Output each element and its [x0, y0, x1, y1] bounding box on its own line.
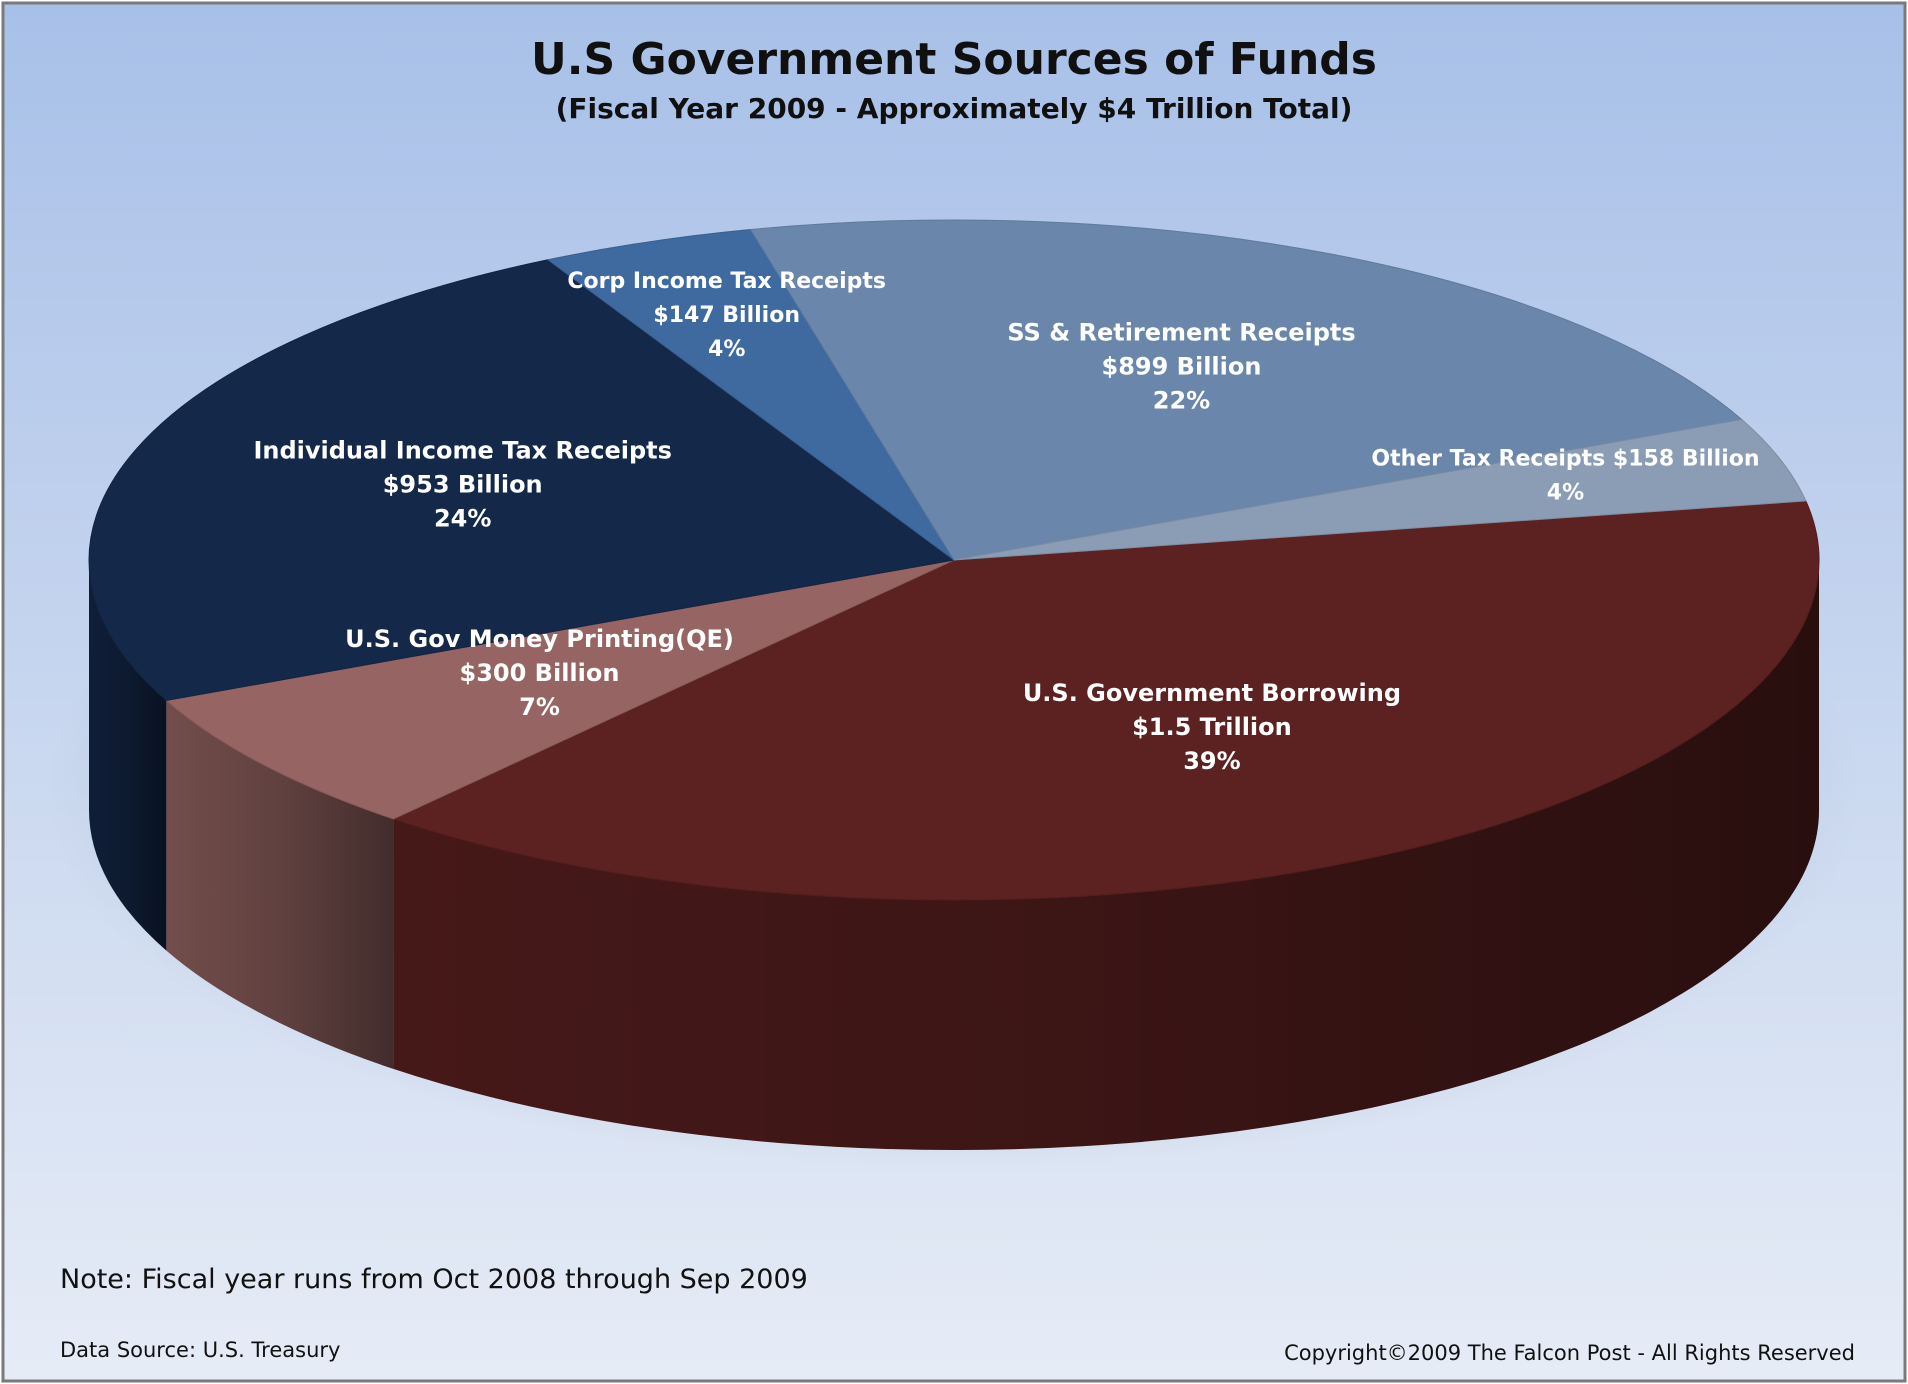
label-line-individual-income-tax-receipts-2: 24%: [434, 504, 491, 532]
label-u-s-government-borrowing: U.S. Government Borrowing $1.5 Trillion 39…: [1023, 679, 1401, 775]
label-individual-income-tax-receipts: Individual Income Tax Receipts $953 Billi…: [253, 436, 671, 532]
label-line-u-s-gov-money-printing-qe-1: $300 Billion: [460, 659, 620, 687]
label-ss-retirement-receipts: SS & Retirement Receipts $899 Billion 22%: [1007, 319, 1355, 415]
data-source: Data Source: U.S. Treasury: [60, 1338, 340, 1362]
label-line-other-tax-receipts-158-billion-1: 4%: [1547, 481, 1584, 506]
pie-slice-u-s-government-borrowing: [392, 500, 1820, 901]
label-line-corp-income-tax-receipts-0: Corp Income Tax Receipts: [567, 269, 886, 294]
label-line-u-s-government-borrowing-0: U.S. Government Borrowing: [1023, 679, 1401, 707]
pie-slice-corp-income-tax-receipts: [546, 229, 955, 561]
label-line-corp-income-tax-receipts-2: 4%: [708, 337, 745, 362]
label-line-ss-retirement-receipts-1: $899 Billion: [1102, 353, 1262, 381]
pie-side-shade-u-s-government-borrowing: [393, 560, 1820, 1150]
pie-tops: [88, 219, 1820, 901]
label-line-ss-retirement-receipts-0: SS & Retirement Receipts: [1007, 319, 1355, 347]
fiscal-year-note: Note: Fiscal year runs from Oct 2008 thr…: [60, 1264, 808, 1295]
pie-slice-other-tax-receipts-158-billion: [953, 419, 1807, 561]
pie-labels: U.S. Government Borrowing $1.5 Trillion 39…: [253, 269, 1759, 775]
pie-slice-u-s-gov-money-printing-qe: [165, 559, 955, 820]
pie-side-shade-u-s-gov-money-printing-qe: [166, 700, 394, 1069]
label-u-s-gov-money-printing-qe: U.S. Gov Money Printing(QE) $300 Billion 7…: [345, 625, 734, 721]
label-line-ss-retirement-receipts-2: 22%: [1153, 387, 1210, 415]
label-line-individual-income-tax-receipts-1: $953 Billion: [383, 470, 543, 498]
label-other-tax-receipts-158-billion: Other Tax Receipts $158 Billion 4%: [1371, 447, 1759, 506]
pie-side-shade-individual-income-tax-receipts: [89, 560, 167, 951]
label-line-u-s-gov-money-printing-qe-0: U.S. Gov Money Printing(QE): [345, 625, 734, 653]
pie-sides: [89, 560, 1820, 1150]
label-corp-income-tax-receipts: Corp Income Tax Receipts $147 Billion 4%: [567, 269, 886, 362]
label-line-u-s-gov-money-printing-qe-2: 7%: [519, 693, 560, 721]
label-line-corp-income-tax-receipts-1: $147 Billion: [653, 303, 800, 328]
chart-subtitle: (Fiscal Year 2009 - Approximately $4 Tri…: [556, 92, 1353, 125]
label-line-individual-income-tax-receipts-0: Individual Income Tax Receipts: [253, 436, 671, 464]
pie-slice-ss-retirement-receipts: [749, 219, 1743, 561]
label-line-u-s-government-borrowing-1: $1.5 Trillion: [1132, 713, 1292, 741]
chart-title: U.S Government Sources of Funds: [531, 34, 1377, 85]
label-line-other-tax-receipts-158-billion-0: Other Tax Receipts $158 Billion: [1371, 447, 1759, 472]
copyright: Copyright©2009 The Falcon Post - All Rig…: [1284, 1341, 1855, 1365]
label-line-u-s-government-borrowing-2: 39%: [1183, 747, 1240, 775]
pie-slice-individual-income-tax-receipts: [88, 259, 956, 701]
